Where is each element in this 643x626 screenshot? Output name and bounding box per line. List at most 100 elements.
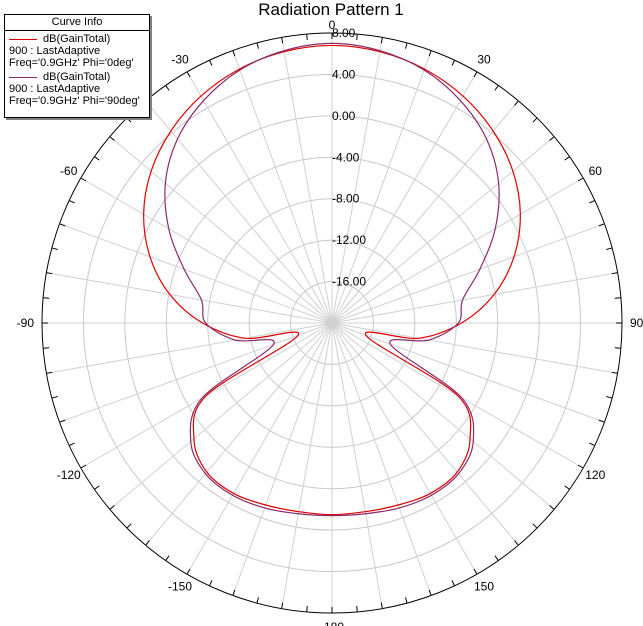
outer-tick	[589, 199, 596, 204]
outer-tick	[232, 589, 236, 596]
outer-tick	[611, 272, 618, 275]
outer-tick	[532, 117, 538, 123]
angle-tick-label: -150	[168, 579, 192, 593]
outer-tick	[208, 59, 213, 66]
outer-tick	[428, 589, 432, 596]
grid-spoke	[232, 322, 333, 596]
radial-tick-label: -8.00	[332, 192, 360, 206]
radial-tick-label: 0.00	[332, 109, 356, 123]
outer-tick	[126, 523, 132, 529]
angle-tick-label: -90	[17, 316, 35, 330]
outer-tick	[606, 396, 613, 399]
legend-series-variation: Freq='0.9GHz' Phi='0deg'	[9, 57, 134, 69]
legend-entry-phi-90[interactable]: dB(GainTotal) 900 : LastAdaptive Freq='0…	[5, 71, 149, 107]
chart-title: Radiation Pattern 1	[258, 0, 404, 19]
outer-tick	[598, 223, 605, 227]
legend-series-name: dB(GainTotal)	[43, 71, 111, 83]
grid-spoke	[331, 71, 478, 324]
radial-tick-label: -12.00	[332, 233, 366, 247]
outer-tick	[256, 597, 259, 604]
outer-tick	[68, 199, 75, 204]
outer-tick	[109, 136, 115, 141]
legend-series-setup: 900 : LastAdaptive	[9, 83, 101, 95]
grid-spoke	[109, 322, 333, 510]
angle-tick-label: -30	[171, 53, 189, 67]
grid-spoke	[331, 272, 618, 324]
outer-tick	[494, 85, 499, 91]
outer-tick	[232, 50, 236, 57]
grid-spoke	[46, 322, 333, 374]
outer-tick	[380, 37, 383, 44]
radial-tick-label: 4.00	[332, 67, 356, 81]
pattern-curves	[143, 42, 521, 517]
grid-spoke	[331, 322, 383, 609]
grid-spoke	[145, 322, 333, 546]
angle-tick-label: 0	[329, 18, 336, 32]
legend-title: Curve Info	[5, 15, 149, 31]
outer-tick	[59, 419, 66, 423]
outer-tick	[473, 71, 478, 78]
grid-spoke	[331, 322, 618, 374]
radial-tick-label: -4.00	[332, 150, 360, 164]
outer-tick	[165, 555, 170, 561]
outer-tick	[564, 156, 570, 161]
outer-tick	[614, 347, 621, 349]
outer-tick	[428, 50, 432, 57]
angle-tick-labels: 0 30 60 90 120 150 -180 -150 -120 -90 -60 -30	[17, 18, 643, 626]
radial-tick-label: 8.00	[332, 26, 356, 40]
outer-tick	[405, 42, 408, 49]
grid-spoke	[109, 136, 333, 324]
outer-tick	[549, 505, 555, 510]
grid-spoke	[80, 177, 333, 324]
legend-series-setup: 900 : LastAdaptive	[9, 45, 101, 57]
outer-tick	[614, 297, 621, 299]
outer-tick	[380, 602, 383, 609]
outer-tick	[208, 580, 213, 587]
grid-spoke	[331, 322, 478, 575]
outer-tick	[46, 272, 53, 275]
grid-spoke	[331, 136, 555, 324]
outer-tick	[494, 555, 499, 561]
outer-tick	[589, 442, 596, 447]
grid-spoke	[331, 322, 519, 546]
angle-tick-label: -120	[57, 468, 81, 482]
grid-spoke	[46, 272, 333, 324]
outer-tick	[306, 605, 308, 612]
legend-swatch-red	[9, 39, 37, 40]
radial-tick-labels: 8.00 4.00 0.00 -4.00 -8.00 -12.00 -16.00	[332, 26, 366, 289]
outer-tick	[46, 371, 53, 374]
series-curve-0	[143, 44, 521, 516]
grid-spoke	[59, 322, 333, 423]
angle-tick-label: -60	[60, 164, 78, 178]
outer-tick	[109, 505, 115, 510]
grid-spoke	[331, 322, 432, 596]
outer-tick	[606, 247, 613, 250]
legend-series-variation: Freq='0.9GHz' Phi='90deg'	[9, 95, 140, 107]
outer-tick	[549, 136, 555, 141]
grid-spoke	[331, 37, 383, 324]
outer-tick	[281, 602, 284, 609]
grid-spoke	[186, 322, 333, 575]
grid-spoke	[281, 322, 333, 609]
curve-info-legend[interactable]: Curve Info dB(GainTotal) 900 : LastAdapt…	[4, 14, 150, 118]
outer-tick	[68, 442, 75, 447]
polar-grid	[41, 32, 623, 614]
legend-swatch-purple	[9, 77, 37, 78]
outer-tick	[80, 177, 87, 182]
grid-spoke	[145, 100, 333, 324]
grid-spoke	[281, 37, 333, 324]
series-curve-1	[164, 42, 500, 517]
outer-tick	[186, 71, 191, 78]
grid-spoke	[331, 100, 519, 324]
outer-tick	[306, 34, 308, 41]
outer-tick	[80, 464, 87, 469]
outer-tick	[356, 605, 358, 612]
outer-tick	[145, 540, 150, 546]
legend-entry-phi-0[interactable]: dB(GainTotal) 900 : LastAdaptive Freq='0…	[5, 33, 149, 69]
outer-tick	[473, 568, 478, 575]
outer-tick	[126, 117, 132, 123]
outer-tick	[611, 371, 618, 374]
outer-tick	[281, 37, 284, 44]
outer-tick	[186, 568, 191, 575]
